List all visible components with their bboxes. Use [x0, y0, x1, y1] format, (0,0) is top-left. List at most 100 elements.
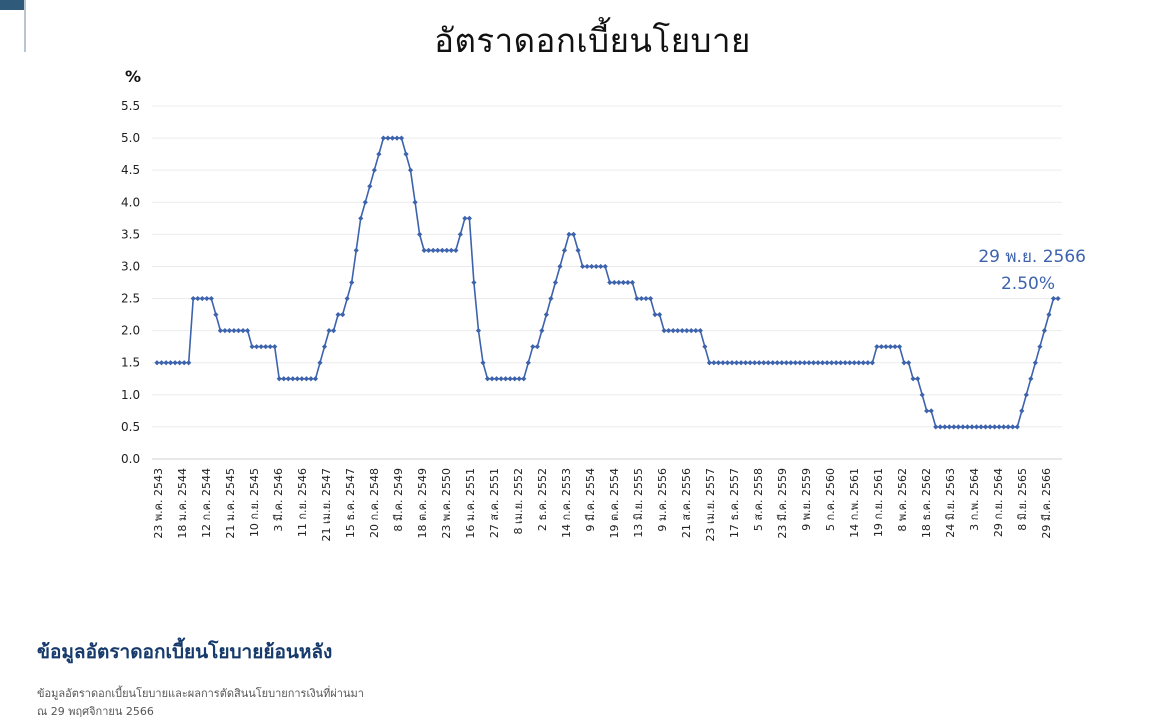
data-point	[539, 328, 545, 334]
data-point	[417, 231, 423, 237]
data-point	[829, 360, 835, 366]
data-point	[376, 151, 382, 157]
data-point	[978, 424, 984, 430]
data-point	[969, 424, 975, 430]
data-point	[661, 328, 667, 334]
data-point	[317, 360, 323, 366]
data-point	[213, 311, 219, 318]
y-tick-label: 3.5	[121, 227, 140, 241]
data-point	[924, 408, 930, 414]
data-point	[579, 263, 586, 270]
data-point	[611, 279, 617, 286]
data-point	[421, 247, 427, 254]
data-point	[186, 360, 192, 366]
x-tick-label: 18 ธ.ค. 2562	[920, 468, 933, 538]
data-point	[851, 360, 857, 366]
data-point	[371, 167, 377, 173]
data-point	[656, 311, 663, 318]
y-tick-label: 1.5	[121, 356, 140, 370]
data-point	[340, 311, 346, 318]
x-tick-label: 19 ก.ย. 2561	[872, 468, 885, 537]
data-point	[774, 360, 780, 366]
data-point	[892, 344, 898, 350]
x-tick-label: 23 พ.ค. 2543	[152, 468, 165, 539]
x-tick-label: 3 ก.พ. 2564	[968, 468, 981, 531]
data-point	[426, 247, 432, 254]
description-line-2: ณ 29 พฤศจิกายน 2566	[37, 705, 154, 718]
data-point	[742, 360, 749, 366]
data-point	[684, 328, 690, 334]
data-point	[353, 247, 359, 254]
data-point	[711, 360, 717, 366]
data-point	[1037, 344, 1043, 350]
data-point	[643, 295, 649, 302]
data-point	[254, 344, 260, 350]
data-point	[670, 328, 676, 334]
data-point	[190, 295, 196, 302]
data-point	[498, 376, 504, 382]
x-tick-label: 18 ม.ค. 2544	[176, 468, 189, 539]
data-point	[770, 360, 776, 366]
section-description: ข้อมูลอัตราดอกเบี้ยนโยบายและผลการตัดสินน…	[37, 685, 364, 721]
x-tick-label: 9 มี.ค. 2554	[584, 468, 597, 532]
data-point	[231, 328, 237, 334]
data-point	[448, 247, 454, 254]
data-point	[403, 151, 409, 157]
y-tick-label: 4.5	[121, 163, 140, 177]
data-point	[226, 328, 233, 334]
section-heading: ข้อมูลอัตราดอกเบี้ยนโยบายย้อนหลัง	[37, 641, 333, 663]
data-point	[883, 344, 889, 350]
data-point	[946, 424, 952, 430]
data-point	[833, 360, 839, 366]
data-point	[593, 263, 599, 270]
x-tick-label: 24 มิ.ย. 2563	[944, 468, 957, 538]
data-point	[1019, 408, 1025, 414]
chart-title: อัตราดอกเบี้ยนโยบาย	[434, 21, 751, 60]
data-point	[435, 247, 441, 254]
data-point	[263, 344, 269, 350]
data-point	[552, 279, 559, 286]
corner-divider	[24, 0, 26, 52]
data-point	[987, 424, 993, 430]
data-point	[475, 328, 482, 334]
data-point	[801, 360, 808, 366]
data-point	[548, 295, 554, 302]
x-tick-label: 5 ส.ค. 2558	[752, 468, 765, 531]
data-point	[290, 376, 296, 382]
data-point	[679, 328, 685, 334]
data-point	[222, 328, 228, 334]
data-point	[466, 215, 473, 221]
data-point	[557, 263, 563, 270]
data-point	[412, 199, 418, 205]
data-point	[964, 424, 971, 430]
x-tick-label: 11 ก.ย. 2546	[296, 468, 309, 537]
data-point	[842, 360, 848, 366]
data-point	[507, 376, 513, 382]
data-point	[706, 360, 712, 366]
data-point	[992, 424, 998, 430]
data-point	[349, 279, 355, 286]
x-tick-label: 8 มี.ค. 2549	[392, 468, 405, 532]
data-point	[570, 231, 577, 237]
data-point	[335, 311, 341, 318]
data-point	[847, 360, 853, 366]
data-point	[172, 360, 178, 366]
data-point	[444, 247, 450, 254]
data-point	[398, 135, 405, 141]
data-point	[752, 360, 758, 366]
data-point	[1014, 424, 1020, 430]
x-tick-label: 21 ม.ค. 2545	[224, 468, 237, 539]
x-tick-label: 21 ส.ค. 2556	[680, 468, 693, 538]
data-point	[489, 376, 495, 382]
data-point	[534, 344, 540, 350]
data-point	[244, 328, 251, 334]
data-point	[385, 135, 391, 141]
data-point	[629, 279, 636, 286]
data-point	[344, 295, 350, 302]
data-point	[869, 360, 875, 366]
data-point	[910, 376, 916, 382]
y-tick-label: 0.0	[121, 452, 140, 466]
data-point	[675, 328, 681, 334]
data-point	[457, 231, 463, 237]
data-point	[915, 376, 921, 382]
